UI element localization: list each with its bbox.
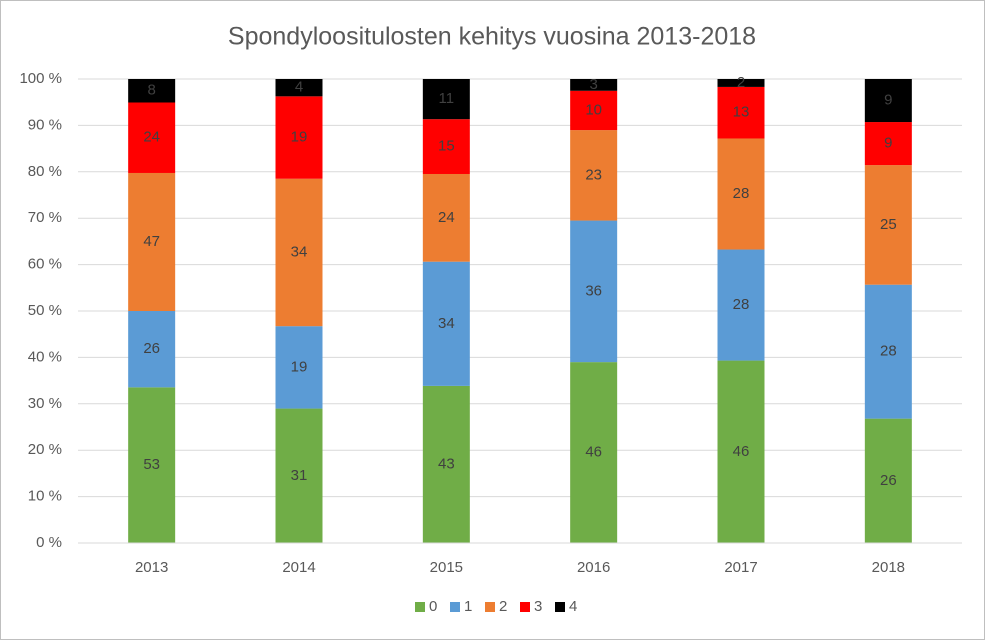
legend-label: 2: [499, 598, 507, 615]
bar-segment: [128, 79, 176, 103]
bar-segment: [570, 220, 618, 363]
bar-segment: [717, 138, 765, 250]
legend-label: 4: [569, 598, 577, 615]
y-tick-label: 0 %: [36, 534, 62, 551]
bar-segment: [128, 102, 176, 173]
data-label: 2: [737, 74, 745, 91]
y-tick-label: 90 %: [28, 116, 62, 133]
y-tick-label: 100 %: [19, 70, 62, 87]
x-tick-label: 2017: [724, 559, 757, 576]
data-label: 9: [884, 135, 892, 152]
data-label: 28: [733, 296, 750, 313]
y-tick-label: 30 %: [28, 395, 62, 412]
data-label: 19: [291, 129, 308, 146]
data-label: 26: [143, 340, 160, 357]
bar-segment: [717, 79, 765, 87]
data-label: 23: [585, 166, 602, 183]
y-tick-label: 10 %: [28, 488, 62, 505]
legend-label: 3: [534, 598, 542, 615]
x-tick-label: 2014: [282, 559, 315, 576]
data-label: 19: [291, 358, 308, 375]
y-tick-label: 70 %: [28, 209, 62, 226]
data-label: 13: [733, 104, 750, 121]
bar-segment: [128, 387, 176, 543]
bar-segment: [570, 130, 618, 221]
data-label: 26: [880, 472, 897, 489]
bar-segment: [864, 284, 912, 419]
bar-segment: [717, 86, 765, 139]
bar-segment: [570, 79, 618, 91]
data-label: 28: [733, 185, 750, 202]
y-tick-label: 20 %: [28, 441, 62, 458]
bar-segment: [422, 79, 470, 120]
data-label: 11: [439, 90, 455, 107]
y-tick-label: 60 %: [28, 256, 62, 273]
data-label: 9: [884, 91, 892, 108]
data-label: 34: [291, 243, 308, 260]
data-label: 4: [295, 79, 303, 96]
bar-segment: [570, 90, 618, 131]
bar-segment: [275, 408, 323, 543]
x-tick-label: 2015: [430, 559, 463, 576]
legend-swatch: [485, 602, 495, 612]
legend-swatch: [450, 602, 460, 612]
data-label: 34: [438, 315, 455, 332]
bar-segment: [864, 418, 912, 543]
data-label: 15: [438, 138, 455, 155]
legend-swatch: [415, 602, 425, 612]
data-label: 47: [143, 233, 160, 250]
y-tick-label: 80 %: [28, 163, 62, 180]
data-label: 36: [585, 282, 602, 299]
x-tick-label: 2018: [872, 559, 905, 576]
data-label: 43: [438, 455, 455, 472]
data-label: 24: [438, 209, 455, 226]
bar-segment: [275, 96, 323, 179]
bar-segment: [275, 178, 323, 327]
legend-label: 0: [429, 598, 437, 615]
bar-segment: [128, 311, 176, 388]
data-label: 28: [880, 343, 897, 360]
data-label: 53: [143, 456, 160, 473]
x-tick-label: 2016: [577, 559, 610, 576]
bar-segment: [717, 249, 765, 361]
bar-segment: [864, 165, 912, 285]
data-label: 8: [147, 82, 155, 99]
bar-segment: [864, 79, 912, 123]
bar-segment: [422, 385, 470, 543]
legend-label: 1: [464, 598, 472, 615]
data-label: 25: [880, 216, 897, 233]
y-tick-label: 40 %: [28, 348, 62, 365]
legend-swatch: [520, 602, 530, 612]
data-label: 10: [585, 101, 602, 118]
data-label: 46: [733, 443, 750, 460]
data-label: 24: [143, 129, 160, 146]
legend-swatch: [555, 602, 565, 612]
bar-segment: [570, 362, 618, 543]
bar-segment: [128, 172, 176, 311]
data-label: 46: [585, 444, 602, 461]
bar-segment: [275, 326, 323, 409]
data-label: 31: [291, 467, 308, 484]
data-label: 3: [589, 76, 597, 93]
bar-segment: [422, 173, 470, 262]
bar-segment: [422, 119, 470, 174]
bar-segment: [864, 122, 912, 166]
chart-title: Spondyloositulosten kehitys vuosina 2013…: [228, 23, 756, 51]
bar-segment: [422, 261, 470, 386]
y-tick-label: 50 %: [28, 302, 62, 319]
bar-segment: [717, 360, 765, 543]
x-tick-label: 2013: [135, 559, 168, 576]
bar-segment: [275, 79, 323, 97]
